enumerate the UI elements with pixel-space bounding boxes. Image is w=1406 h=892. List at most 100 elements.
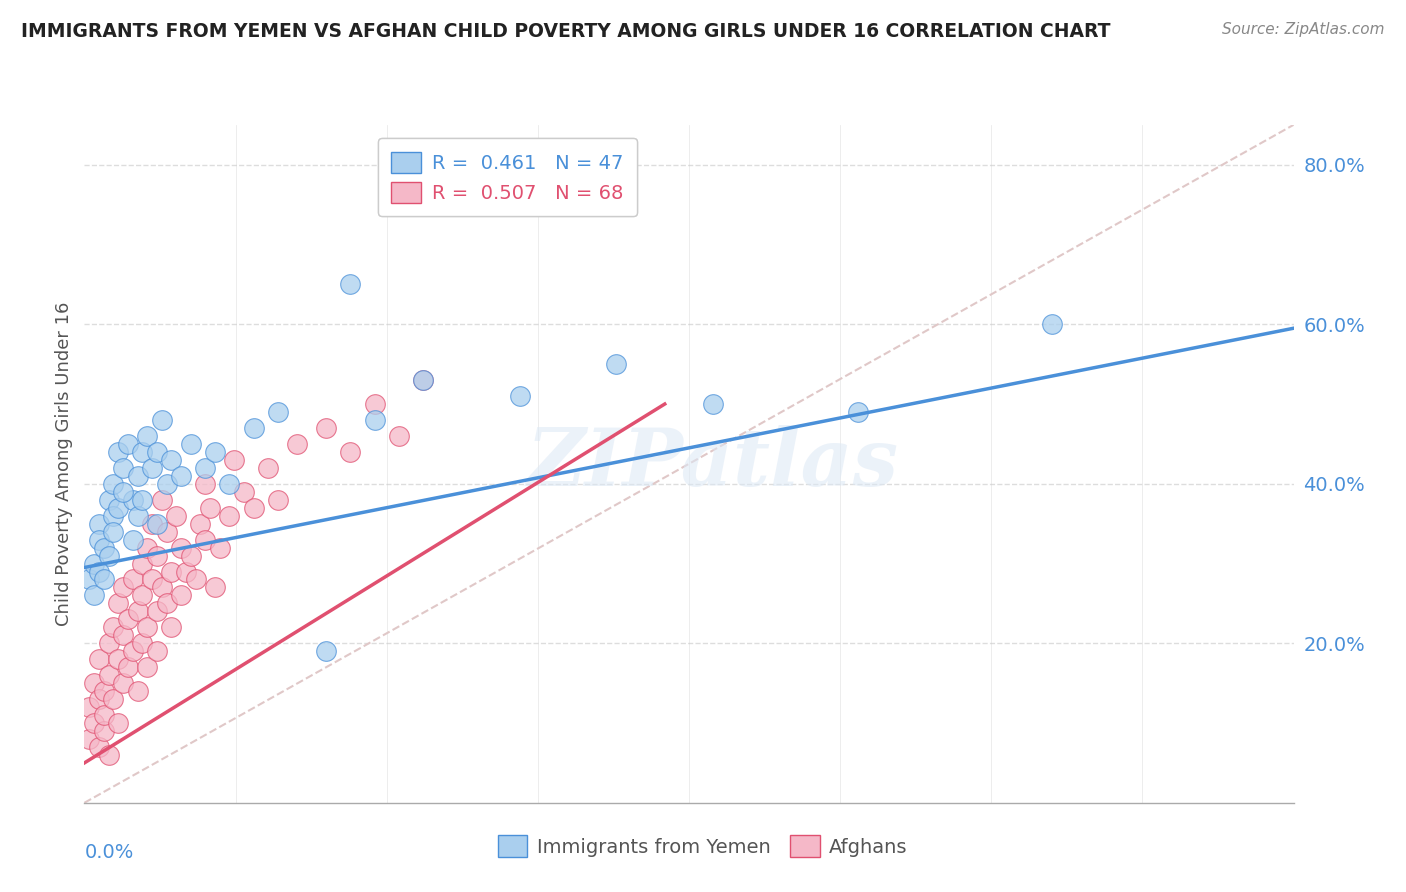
Point (83, 676, 105, 690)
Point (93, 724, 115, 739)
Point (121, 573, 143, 587)
Point (170, 468, 193, 483)
Point (97, 492, 120, 507)
Point (107, 596, 129, 610)
Point (242, 421, 264, 435)
Point (141, 516, 163, 531)
Point (127, 468, 149, 483)
Point (107, 500, 129, 515)
Point (136, 660, 159, 674)
Point (363, 413, 385, 427)
Point (141, 573, 163, 587)
Point (267, 492, 290, 507)
Point (83, 589, 105, 603)
Point (87, 516, 110, 531)
Point (77, 573, 100, 587)
Point (121, 533, 143, 547)
Point (93, 573, 115, 587)
Point (208, 541, 231, 555)
Point (112, 676, 135, 690)
Point (242, 500, 264, 515)
Point (509, 389, 531, 403)
Point (146, 445, 169, 459)
Point (194, 460, 217, 475)
Point (121, 492, 143, 507)
Point (1040, 318, 1063, 332)
Point (127, 604, 149, 618)
Point (103, 692, 125, 706)
Point (93, 708, 115, 723)
Point (605, 357, 627, 371)
Point (131, 492, 153, 507)
Text: IMMIGRANTS FROM YEMEN VS AFGHAN CHILD POVERTY AMONG GIRLS UNDER 16 CORRELATION C: IMMIGRANTS FROM YEMEN VS AFGHAN CHILD PO… (21, 22, 1111, 41)
Point (97, 747, 120, 762)
Point (150, 492, 173, 507)
Text: ZIPatlas: ZIPatlas (527, 425, 900, 502)
Point (150, 413, 173, 427)
Point (127, 684, 149, 698)
Point (233, 484, 256, 499)
Point (170, 589, 193, 603)
Point (702, 397, 724, 411)
Point (131, 445, 153, 459)
Point (112, 484, 135, 499)
Point (87, 565, 110, 579)
Point (412, 373, 434, 387)
Point (190, 516, 212, 531)
Point (194, 533, 217, 547)
Point (77, 700, 100, 714)
Point (150, 581, 173, 595)
Point (204, 445, 226, 459)
Point (155, 524, 177, 539)
Point (146, 604, 169, 618)
Point (315, 421, 337, 435)
Point (97, 549, 120, 563)
Point (141, 460, 163, 475)
Point (146, 549, 169, 563)
Point (87, 652, 110, 666)
Point (97, 636, 120, 650)
Point (103, 620, 125, 634)
Point (363, 397, 385, 411)
Point (117, 437, 139, 451)
Point (198, 500, 221, 515)
Point (339, 277, 361, 292)
Point (136, 429, 159, 443)
Point (194, 476, 217, 491)
Point (218, 508, 240, 523)
Point (155, 596, 177, 610)
Point (103, 524, 125, 539)
Point (224, 453, 246, 467)
Point (339, 445, 361, 459)
Point (846, 405, 869, 419)
Point (180, 437, 202, 451)
Point (131, 589, 153, 603)
Point (107, 716, 129, 731)
Point (388, 429, 411, 443)
Point (93, 541, 115, 555)
Point (112, 581, 135, 595)
Point (160, 565, 183, 579)
Point (117, 660, 139, 674)
Point (107, 652, 129, 666)
Point (257, 460, 280, 475)
Point (112, 460, 135, 475)
Legend: Immigrants from Yemen, Afghans: Immigrants from Yemen, Afghans (491, 828, 915, 864)
Point (83, 557, 105, 571)
Point (165, 508, 187, 523)
Point (218, 476, 240, 491)
Point (184, 573, 207, 587)
Point (170, 541, 193, 555)
Point (112, 628, 135, 642)
Point (103, 476, 125, 491)
Point (77, 731, 100, 746)
Point (267, 405, 290, 419)
Point (117, 612, 139, 626)
Point (87, 533, 110, 547)
Point (103, 508, 125, 523)
Point (97, 668, 120, 682)
Point (136, 541, 159, 555)
Point (146, 644, 169, 658)
Point (121, 644, 143, 658)
Point (87, 692, 110, 706)
